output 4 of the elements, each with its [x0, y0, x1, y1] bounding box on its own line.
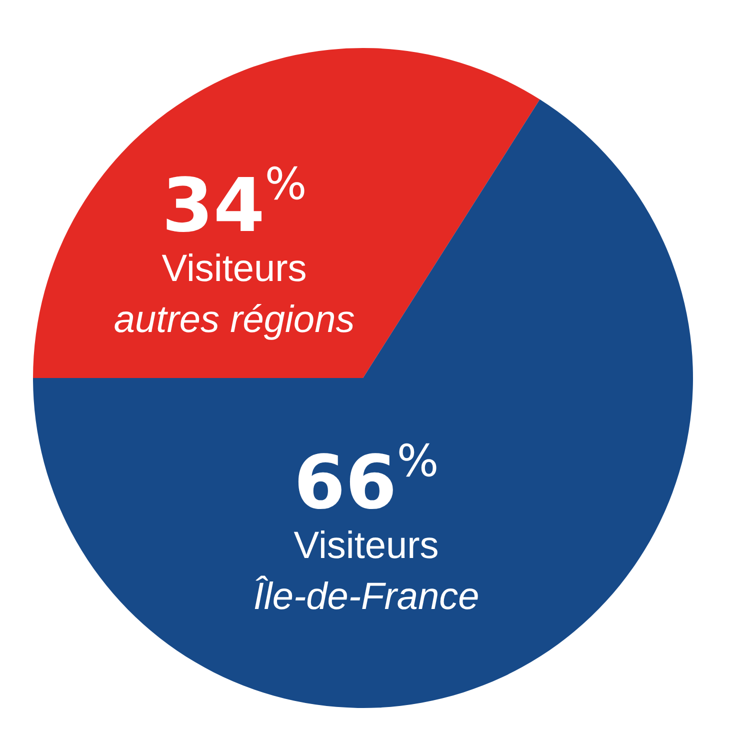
- slice-label: Visiteurs autres régions: [114, 248, 355, 341]
- data-label: 66%: [294, 436, 439, 526]
- slice-label: Visiteurs Île-de-France: [253, 525, 480, 618]
- data-label: 34%: [162, 158, 307, 249]
